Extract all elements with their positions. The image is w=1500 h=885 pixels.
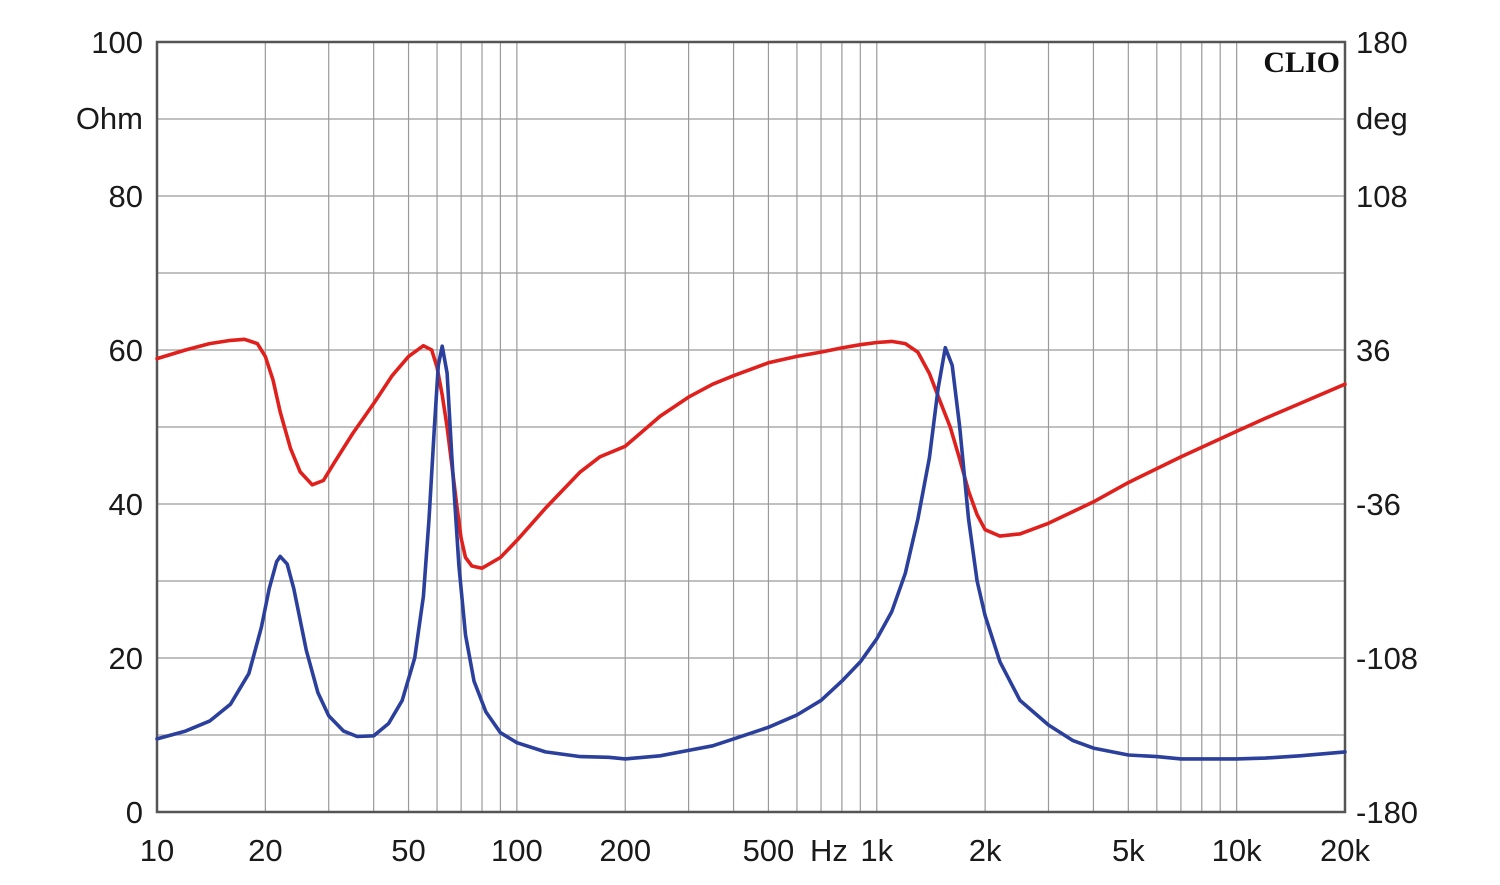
x-tick-label: 20k bbox=[1320, 833, 1370, 868]
series-layer bbox=[155, 337, 1347, 761]
grid bbox=[157, 42, 1345, 812]
y-right-tick-label: 36 bbox=[1356, 333, 1390, 368]
y-left-tick-label: 80 bbox=[109, 179, 143, 214]
x-tick-label: 5k bbox=[1112, 833, 1145, 868]
y-right-tick-label: 180 bbox=[1356, 25, 1408, 60]
plot-frame bbox=[155, 40, 1347, 814]
impedance-series-line bbox=[155, 344, 1347, 761]
x-tick-label: 2k bbox=[969, 833, 1002, 868]
x-tick-label: 200 bbox=[599, 833, 651, 868]
y-left-tick-label: 40 bbox=[109, 487, 143, 522]
y-left-tick-label: 100 bbox=[91, 25, 143, 60]
x-tick-label: 20 bbox=[248, 833, 282, 868]
x-tick-label: 10k bbox=[1212, 833, 1262, 868]
watermark-clio: CLIO bbox=[1263, 46, 1340, 79]
tick-labels: Ohm deg Hz 10 20 50 100 200 500 1k 2k 5k 10k 20k 0 2… bbox=[76, 25, 1418, 868]
y-right-tick-label: -108 bbox=[1356, 641, 1418, 676]
y-left-tick-label: 60 bbox=[109, 333, 143, 368]
phase-series-line bbox=[155, 337, 1347, 570]
y-right-unit-label: deg bbox=[1356, 101, 1408, 136]
x-tick-label: 50 bbox=[391, 833, 425, 868]
y-right-tick-label: 108 bbox=[1356, 179, 1408, 214]
y-left-tick-label: 0 bbox=[126, 795, 143, 830]
y-right-tick-label: -36 bbox=[1356, 487, 1401, 522]
x-tick-label: 100 bbox=[491, 833, 543, 868]
x-tick-label: 10 bbox=[140, 833, 174, 868]
x-tick-label: 500 bbox=[743, 833, 795, 868]
x-tick-label: 1k bbox=[860, 833, 893, 868]
y-left-unit-label: Ohm bbox=[76, 101, 143, 136]
y-right-tick-label: -180 bbox=[1356, 795, 1418, 830]
x-unit-label: Hz bbox=[810, 833, 848, 868]
y-left-tick-label: 20 bbox=[109, 641, 143, 676]
